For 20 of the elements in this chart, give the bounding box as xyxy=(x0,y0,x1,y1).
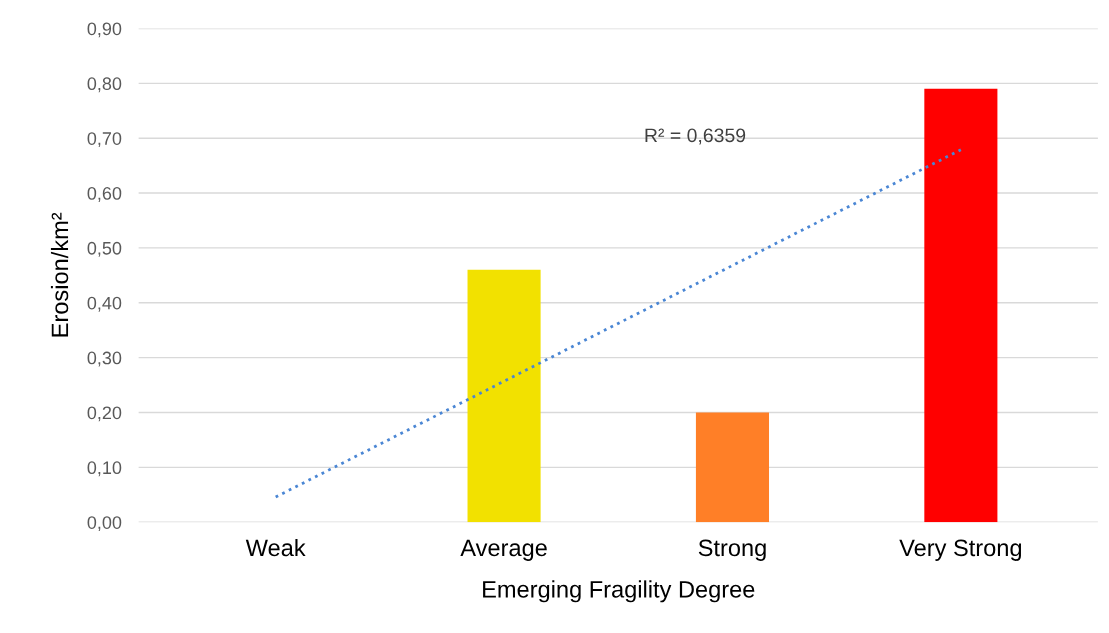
y-tick-label: 0,80 xyxy=(87,77,122,93)
y-tick-label: 0,40 xyxy=(87,296,122,312)
x-tick-label: Average xyxy=(460,539,547,561)
y-tick-label: 0,30 xyxy=(87,351,122,367)
x-axis-title: Emerging Fragility Degree xyxy=(483,580,755,603)
y-tick-label: 0,90 xyxy=(87,22,122,38)
annotation: R² = 0,6359 xyxy=(645,128,746,145)
bar xyxy=(467,269,541,523)
y-tick-label: 0,50 xyxy=(87,241,122,257)
x-tick-label: Very Strong xyxy=(899,539,1022,561)
x-tick-label: Weak xyxy=(245,538,306,557)
y-tick-label: 0,10 xyxy=(87,461,122,477)
y-tick-label: 0,70 xyxy=(87,132,122,148)
bar xyxy=(695,412,770,523)
y-tick-label: 0,60 xyxy=(87,187,122,202)
bar xyxy=(924,88,998,523)
y-tick-label: 0,20 xyxy=(87,406,122,422)
y-axis-title: Erosion/km² xyxy=(50,212,69,337)
y-tick-label: 0,00 xyxy=(87,516,122,532)
x-tick-label: Strong xyxy=(698,539,766,561)
